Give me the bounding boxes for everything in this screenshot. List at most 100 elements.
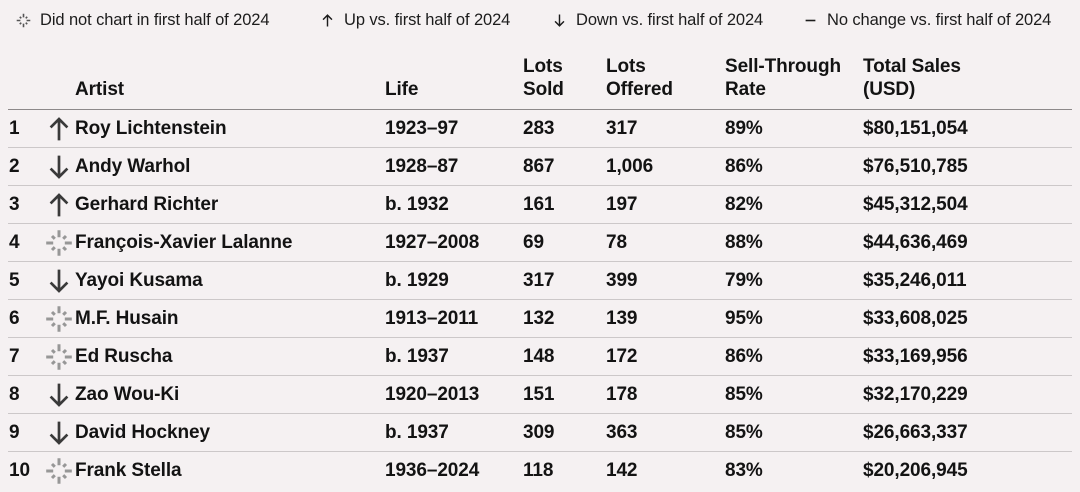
legend-label: Up vs. first half of 2024 <box>344 11 511 29</box>
rank-label: 5 <box>9 269 20 291</box>
table-row: 7 Ed Ruscha b. 1937 148 172 86% $33,169,… <box>8 338 1072 376</box>
up-arrow-icon <box>322 14 333 27</box>
artist-name: Ed Ruscha <box>75 345 173 367</box>
down-arrow-icon <box>49 383 69 407</box>
up-arrow-icon <box>49 192 69 216</box>
rank-label: 2 <box>9 155 20 177</box>
total-sales-value: $26,663,337 <box>863 421 968 443</box>
rank-label: 6 <box>9 307 20 329</box>
change-indicator <box>40 303 75 335</box>
table-row: 1 Roy Lichtenstein 1923–97 283 317 89% $… <box>8 110 1072 148</box>
total-sales-value: $33,608,025 <box>863 307 968 329</box>
legend-item-down: Down vs. first half of 2024 <box>551 11 763 30</box>
artists-sales-table: Artist Life Lots Sold Lots Offered Sell-… <box>8 54 1072 489</box>
lots-offered-value: 172 <box>606 345 638 367</box>
header-sell-through-rate: Sell-Through Rate <box>725 55 841 100</box>
table-row: 8 Zao Wou-Ki 1920–2013 151 178 85% $32,1… <box>8 376 1072 414</box>
change-indicator <box>40 417 75 449</box>
sell-through-rate-value: 85% <box>725 421 763 443</box>
legend-item-up: Up vs. first half of 2024 <box>319 11 510 30</box>
header-artist: Artist <box>75 78 125 100</box>
legend-item-did-not-chart: Did not chart in first half of 2024 <box>15 11 270 30</box>
legend-label: No change vs. first half of 2024 <box>827 11 1052 29</box>
change-indicator <box>40 151 75 183</box>
lots-sold-value: 118 <box>523 459 554 481</box>
change-indicator <box>40 227 75 259</box>
lots-sold-value: 151 <box>523 383 555 405</box>
change-indicator <box>40 341 75 373</box>
artist-life: 1923–97 <box>385 117 459 139</box>
legend-label: Down vs. first half of 2024 <box>576 11 764 29</box>
total-sales-value: $33,169,956 <box>863 345 968 367</box>
header-life: Life <box>385 78 419 100</box>
table-row: 6 M.F. Husain 1913–2011 132 139 95% $33,… <box>8 300 1072 338</box>
legend-label: Did not chart in first half of 2024 <box>40 11 270 29</box>
artist-name: Andy Warhol <box>75 155 191 177</box>
artist-name: Yayoi Kusama <box>75 269 203 291</box>
sell-through-rate-value: 83% <box>725 459 763 481</box>
did-not-chart-icon <box>46 305 72 332</box>
header-lots-sold: Lots Sold <box>523 55 564 100</box>
artist-life: 1928–87 <box>385 155 459 177</box>
total-sales-value: $32,170,229 <box>863 383 968 405</box>
artist-name: François-Xavier Lalanne <box>75 231 293 253</box>
no-change-icon <box>805 19 816 22</box>
table-body: 1 Roy Lichtenstein 1923–97 283 317 89% $… <box>8 110 1072 489</box>
down-arrow-icon <box>554 14 565 27</box>
total-sales-value: $76,510,785 <box>863 155 968 177</box>
artist-name: M.F. Husain <box>75 307 179 329</box>
legend-icon-slot <box>319 12 336 29</box>
rank-label: 10 <box>9 459 30 481</box>
artist-life: 1936–2024 <box>385 459 480 481</box>
did-not-chart-icon <box>46 343 72 370</box>
table-row: 2 Andy Warhol 1928–87 867 1,006 86% $76,… <box>8 148 1072 186</box>
table-row: 5 Yayoi Kusama b. 1929 317 399 79% $35,2… <box>8 262 1072 300</box>
artist-life: b. 1929 <box>385 269 449 291</box>
change-indicator <box>40 113 75 145</box>
table-row: 3 Gerhard Richter b. 1932 161 197 82% $4… <box>8 186 1072 224</box>
lots-offered-value: 317 <box>606 117 638 139</box>
lots-offered-value: 139 <box>606 307 638 329</box>
artist-life: 1913–2011 <box>385 307 479 329</box>
down-arrow-icon <box>49 155 69 179</box>
artist-life: 1927–2008 <box>385 231 480 253</box>
lots-sold-value: 161 <box>523 193 555 215</box>
legend-icon-slot <box>802 12 819 29</box>
lots-sold-value: 283 <box>523 117 555 139</box>
artist-name: Roy Lichtenstein <box>75 117 227 139</box>
artist-life: b. 1937 <box>385 421 449 443</box>
artist-life: b. 1932 <box>385 193 449 215</box>
lots-offered-value: 142 <box>606 459 638 481</box>
lots-sold-value: 317 <box>523 269 555 291</box>
lots-sold-value: 148 <box>523 345 555 367</box>
sell-through-rate-value: 85% <box>725 383 763 405</box>
header-total-sales: Total Sales (USD) <box>863 55 961 100</box>
table-row: 4 François-Xavier Lalanne 1927–2008 69 7… <box>8 224 1072 262</box>
sell-through-rate-value: 88% <box>725 231 763 253</box>
table-row: 10 Frank Stella 1936–2024 118 142 83% $2… <box>8 452 1072 489</box>
up-arrow-icon <box>49 116 69 140</box>
rank-label: 9 <box>9 421 20 443</box>
change-indicator <box>40 265 75 297</box>
artist-name: Zao Wou-Ki <box>75 383 180 405</box>
lots-sold-value: 867 <box>523 155 555 177</box>
table-header-row: Artist Life Lots Sold Lots Offered Sell-… <box>8 54 1072 110</box>
lots-offered-value: 78 <box>606 231 627 253</box>
sell-through-rate-value: 79% <box>725 269 763 291</box>
sell-through-rate-value: 86% <box>725 345 763 367</box>
total-sales-value: $20,206,945 <box>863 459 968 481</box>
did-not-chart-icon <box>46 457 72 484</box>
down-arrow-icon <box>49 269 69 293</box>
artist-name: David Hockney <box>75 421 210 443</box>
change-indicator <box>40 189 75 221</box>
total-sales-value: $45,312,504 <box>863 193 968 215</box>
artist-name: Frank Stella <box>75 459 182 481</box>
artist-life: 1920–2013 <box>385 383 480 405</box>
sell-through-rate-value: 82% <box>725 193 763 215</box>
rank-label: 8 <box>9 383 20 405</box>
lots-sold-value: 69 <box>523 231 544 253</box>
sell-through-rate-value: 89% <box>725 117 763 139</box>
legend-icon-slot <box>551 12 568 29</box>
legend-icon-slot <box>15 12 32 29</box>
lots-offered-value: 363 <box>606 421 638 443</box>
